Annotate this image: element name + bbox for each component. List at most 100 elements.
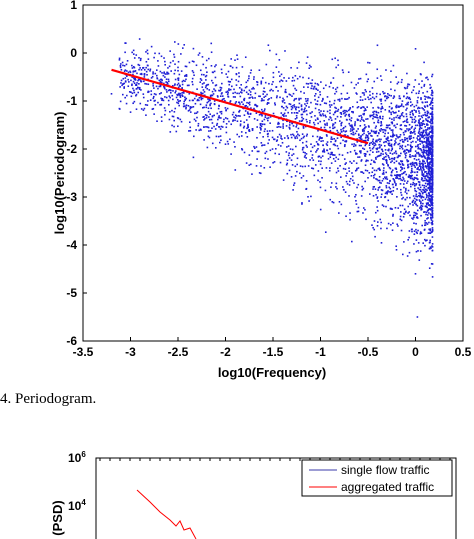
scatter-point [431, 150, 434, 153]
scatter-point [419, 194, 422, 197]
scatter-point [205, 66, 207, 69]
scatter-point [332, 77, 335, 79]
scatter-point [372, 107, 374, 109]
scatter-point [395, 183, 397, 185]
scatter-point [249, 96, 251, 99]
scatter-point [409, 153, 411, 156]
scatter-point [427, 147, 430, 150]
scatter-point [417, 158, 420, 161]
scatter-point [383, 92, 386, 94]
scatter-point [348, 170, 351, 172]
scatter-point [429, 229, 432, 232]
scatter-point [286, 135, 289, 137]
scatter-point [417, 143, 419, 146]
scatter-point [296, 112, 299, 114]
scatter-point [146, 104, 149, 106]
scatter-point [420, 207, 423, 209]
scatter-point [342, 167, 345, 170]
scatter-point [387, 163, 389, 166]
scatter-point [314, 98, 316, 101]
scatter-point [340, 107, 342, 109]
scatter-point [345, 162, 347, 164]
scatter-point [332, 123, 334, 125]
scatter-point [335, 110, 337, 113]
scatter-point [226, 140, 229, 143]
scatter-point [377, 179, 380, 182]
scatter-point [402, 164, 405, 166]
scatter-point [300, 90, 302, 93]
scatter-point [415, 163, 418, 165]
scatter-point [391, 135, 394, 138]
scatter-point [230, 78, 233, 81]
scatter-point [171, 115, 174, 118]
scatter-point [373, 121, 375, 124]
scatter-point [415, 212, 417, 214]
scatter-point [425, 205, 428, 208]
scatter-point [210, 118, 213, 121]
scatter-point [245, 91, 248, 94]
scatter-point [208, 136, 211, 139]
scatter-point [365, 160, 367, 163]
scatter-point [426, 223, 429, 225]
scatter-point [302, 151, 305, 154]
scatter-point [391, 157, 394, 160]
scatter-point [417, 187, 419, 189]
scatter-point [431, 176, 433, 178]
scatter-point [419, 195, 421, 198]
scatter-point [430, 140, 432, 142]
scatter-point [204, 75, 207, 78]
scatter-point [300, 137, 303, 140]
scatter-point [274, 152, 277, 155]
scatter-point [395, 152, 398, 155]
scatter-point [334, 88, 337, 91]
scatter-point [429, 239, 431, 242]
scatter-point [368, 98, 370, 101]
scatter-point [390, 143, 393, 146]
scatter-point [374, 188, 377, 190]
scatter-point [431, 181, 434, 183]
scatter-point [310, 150, 312, 153]
scatter-point [423, 105, 426, 107]
scatter-point [317, 143, 319, 146]
scatter-point [280, 135, 282, 137]
scatter-point [360, 159, 363, 161]
scatter-point [260, 125, 263, 128]
scatter-point [167, 78, 170, 81]
scatter-point [220, 93, 223, 95]
scatter-point [383, 145, 386, 147]
scatter-point [431, 202, 434, 204]
scatter-point [431, 153, 434, 156]
scatter-point [269, 89, 271, 92]
scatter-point [349, 218, 351, 221]
scatter-point [264, 95, 267, 98]
scatter-point [431, 161, 434, 163]
scatter-point [242, 103, 244, 106]
scatter-point [379, 124, 382, 127]
scatter-point [385, 137, 388, 140]
scatter-point [152, 107, 155, 110]
scatter-point [363, 112, 366, 115]
scatter-point [341, 69, 344, 71]
scatter-point [391, 148, 394, 151]
scatter-point [303, 110, 306, 113]
scatter-point [346, 183, 349, 185]
scatter-point [367, 137, 370, 140]
scatter-point [393, 96, 396, 98]
scatter-point [326, 110, 329, 113]
scatter-point [343, 134, 346, 136]
scatter-point [181, 83, 184, 86]
scatter-point [372, 174, 375, 177]
scatter-point [241, 66, 244, 68]
scatter-point [215, 135, 218, 138]
scatter-point [239, 120, 242, 122]
scatter-point [426, 160, 429, 163]
scatter-point [413, 105, 416, 108]
scatter-point [291, 112, 293, 114]
scatter-point [426, 149, 429, 152]
scatter-point [285, 115, 287, 117]
scatter-point [386, 178, 389, 180]
scatter-point [173, 41, 176, 43]
scatter-point [419, 167, 422, 170]
scatter-point [390, 161, 392, 164]
scatter-point [173, 84, 176, 86]
